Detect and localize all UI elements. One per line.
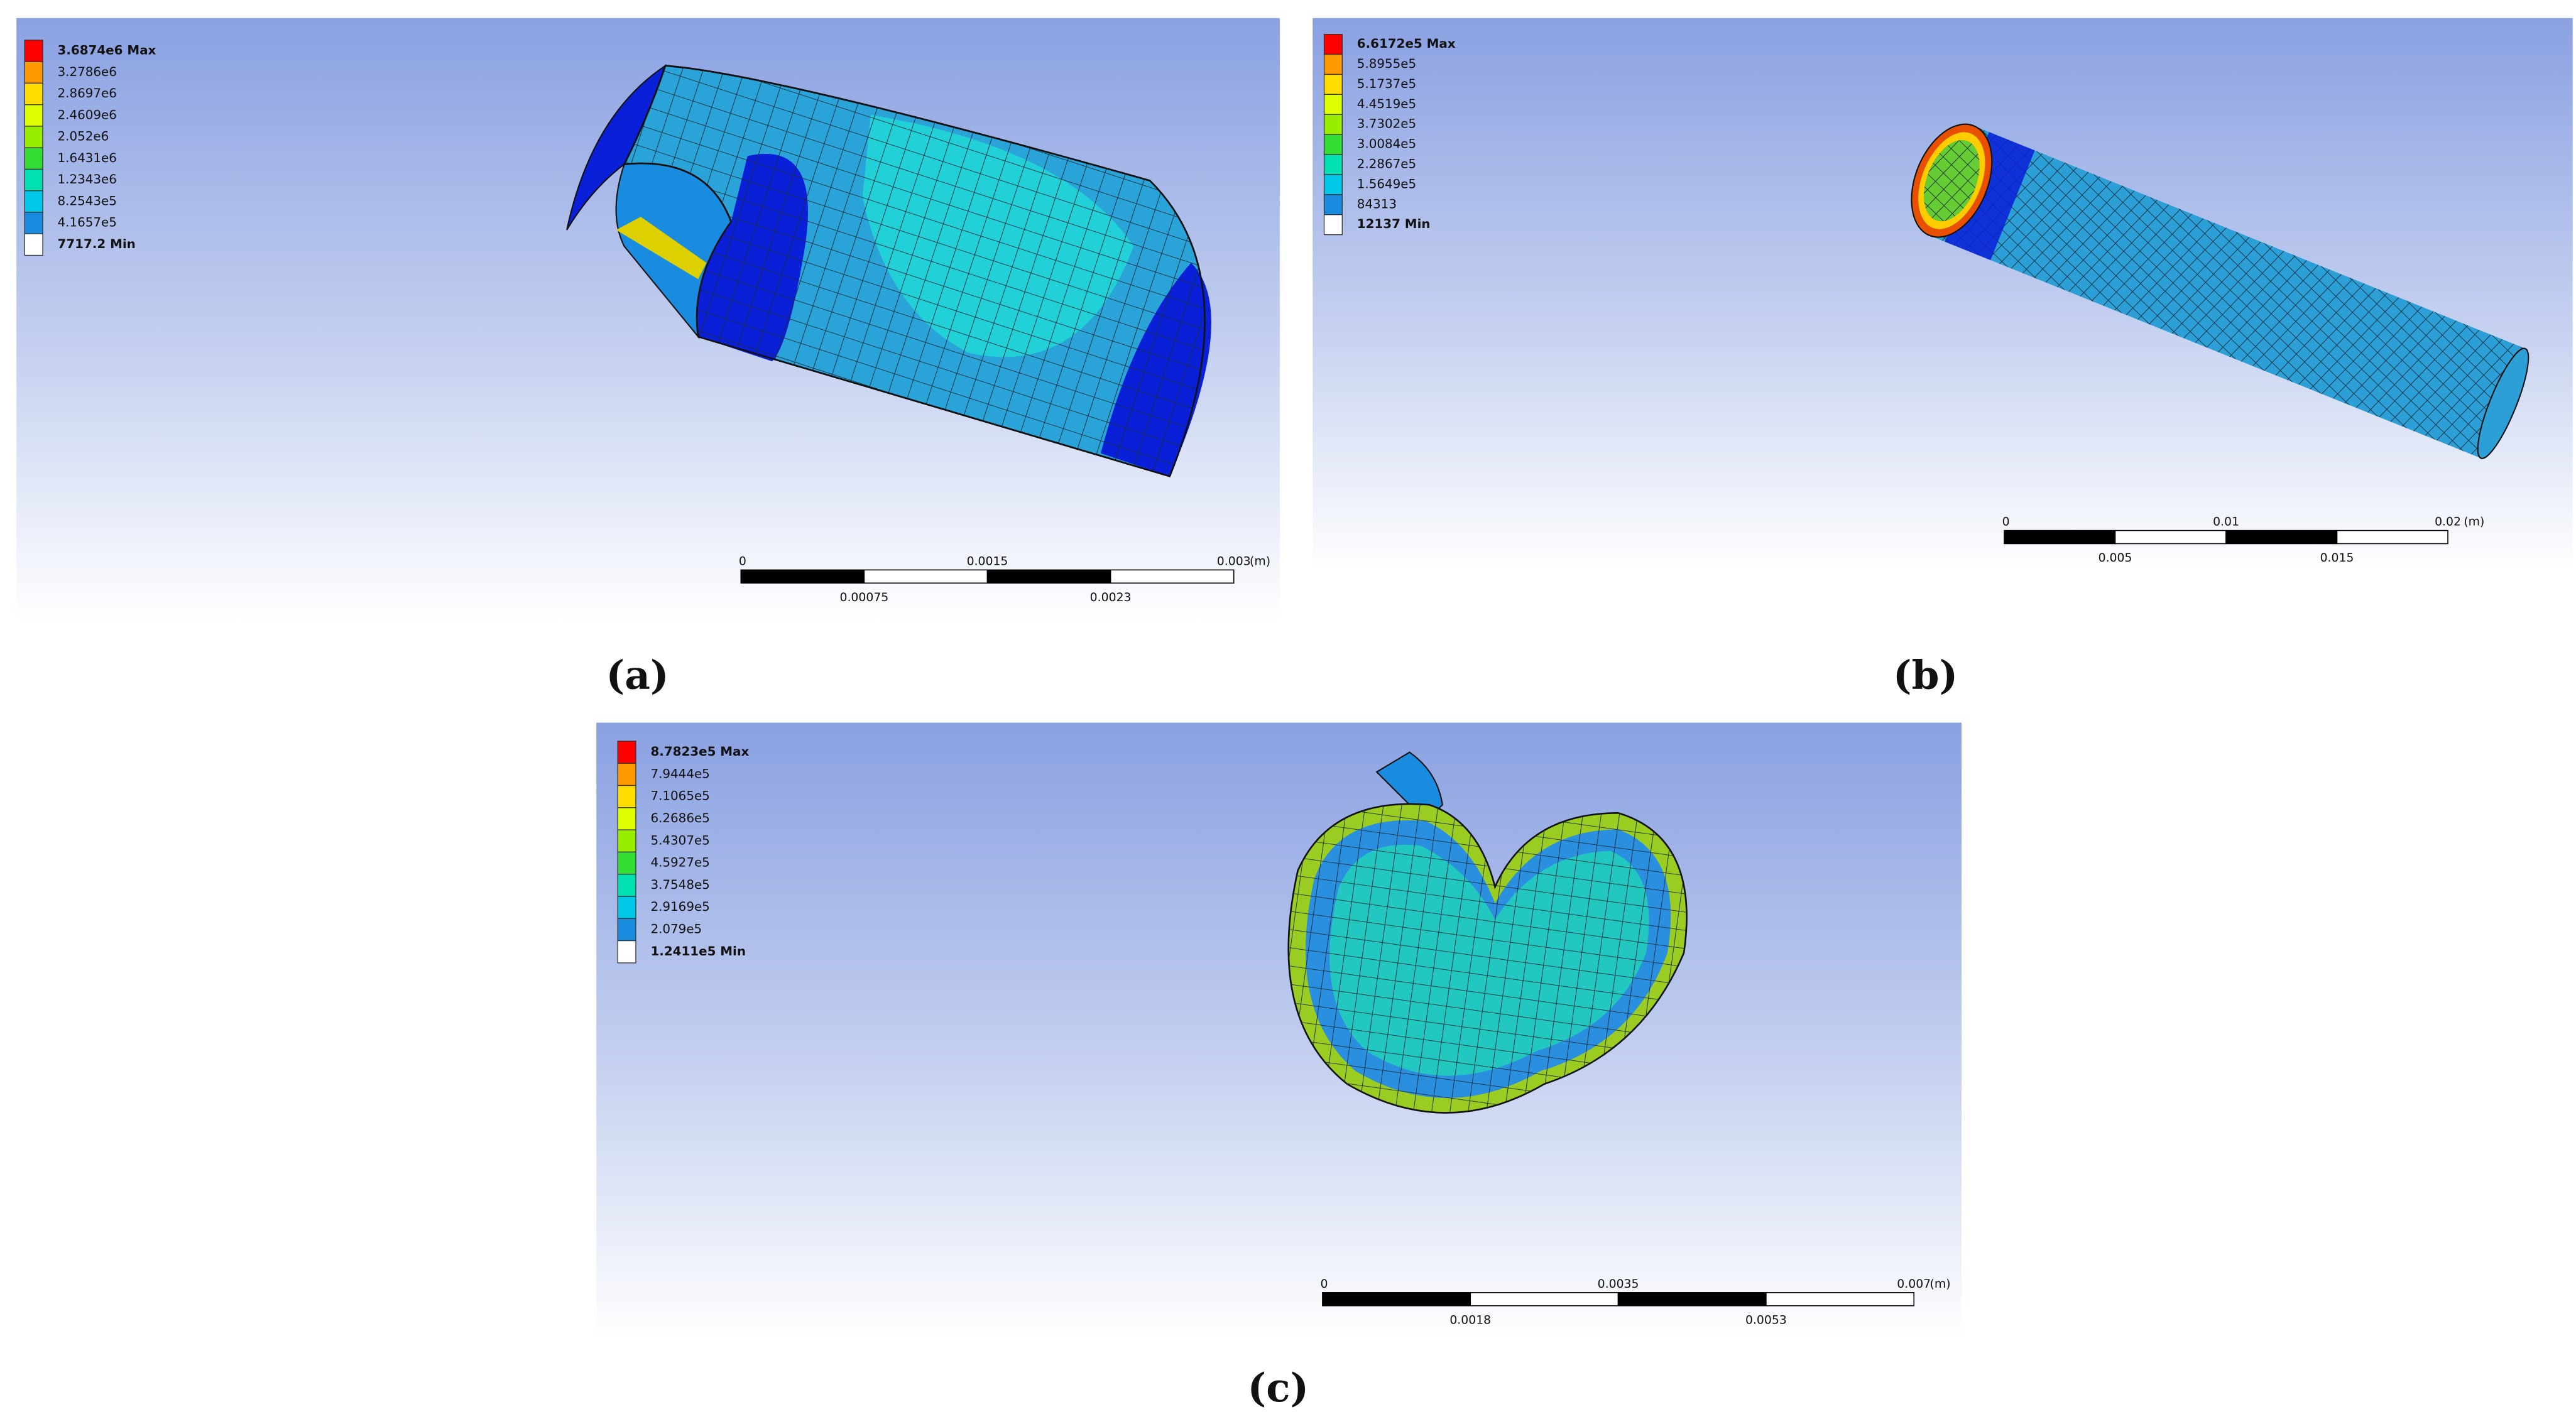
legend-label: 2.4609e6 <box>58 107 117 122</box>
scale-bar-segment <box>2225 530 2338 545</box>
legend-swatch <box>617 896 636 919</box>
scale-bar-unit: (m) <box>2464 516 2484 529</box>
legend-label: 5.4307e5 <box>650 833 709 847</box>
legend-label: 7717.2 Min <box>58 237 136 251</box>
legend-swatch <box>617 807 636 830</box>
legend-swatch <box>617 918 636 942</box>
scale-bar-segment <box>1470 1292 1619 1307</box>
legend-label: 5.1737e5 <box>1357 77 1416 91</box>
legend-swatch <box>617 851 636 875</box>
panel-label: (b) <box>1893 651 1958 698</box>
legend-swatch <box>617 785 636 808</box>
legend-swatch <box>24 104 43 127</box>
legend-label: 3.0084e5 <box>1357 137 1416 151</box>
legend-swatch <box>617 829 636 853</box>
legend-label: 2.9169e5 <box>650 900 709 914</box>
model-a <box>566 64 1211 477</box>
legend-swatch <box>1323 154 1343 175</box>
panel-label: (a) <box>606 651 669 698</box>
scale-bar-label: 0.00075 <box>839 591 888 604</box>
legend-swatch <box>617 940 636 964</box>
legend-swatch <box>617 763 636 786</box>
scale-bar-segment <box>1322 1292 1471 1307</box>
scale-bar-segment <box>1766 1292 1915 1307</box>
scale-bar-segment <box>863 569 988 584</box>
scale-bar-segment <box>1617 1292 1767 1307</box>
legend-label: 3.7302e5 <box>1357 117 1416 131</box>
legend-label: 3.2786e6 <box>58 65 117 79</box>
scale-bar-unit: (m) <box>1250 555 1270 568</box>
scale-bar-segment <box>1110 569 1235 584</box>
legend-swatch <box>1323 114 1343 135</box>
legend-label: 5.8955e5 <box>1357 57 1416 71</box>
legend-swatch <box>24 233 43 256</box>
legend-label: 2.052e6 <box>58 129 109 144</box>
model-c <box>1287 751 1688 1114</box>
scale-bar-label: 0.02 <box>2435 516 2461 529</box>
legend-label: 1.2343e6 <box>58 172 117 187</box>
scale-bar-label: 0 <box>1321 1278 1328 1291</box>
legend-label: 2.2867e5 <box>1357 156 1416 171</box>
legend-label: 6.6172e5 Max <box>1357 36 1456 51</box>
legend-label: 8.7823e5 Max <box>650 744 749 759</box>
scale-bar-label: 0.0053 <box>1745 1313 1787 1327</box>
legend-label: 1.2411e5 Min <box>650 944 746 959</box>
legend-label: 3.6874e6 Max <box>58 43 156 58</box>
legend-label: 6.2686e5 <box>650 811 709 825</box>
scale-bar-label: 0.003 <box>1217 555 1251 568</box>
legend-swatch <box>1323 73 1343 95</box>
legend-label: 4.5927e5 <box>650 856 709 870</box>
scale-bar-label: 0.007 <box>1897 1278 1931 1291</box>
scale-bar-label: 0.015 <box>2320 552 2354 565</box>
legend-label: 2.079e5 <box>650 921 702 936</box>
legend-swatch <box>1323 53 1343 75</box>
scale-bar-segment <box>2004 530 2116 545</box>
scale-bar-segment <box>740 569 865 584</box>
legend-label: 1.5649e5 <box>1357 177 1416 191</box>
legend-label: 8.2543e5 <box>58 193 117 208</box>
scale-bar-unit: (m) <box>1930 1278 1951 1291</box>
scale-bar-label: 0.0023 <box>1090 591 1132 604</box>
scale-bar-label: 0.01 <box>2213 516 2239 529</box>
legend-label: 12137 Min <box>1357 217 1431 231</box>
model-b <box>1911 123 2530 459</box>
legend-swatch <box>1323 194 1343 215</box>
legend-swatch <box>1323 174 1343 195</box>
scale-bar-segment <box>986 569 1111 584</box>
legend-swatch <box>24 61 43 84</box>
legend-label: 3.7548e5 <box>650 878 709 892</box>
scale-bar-label: 0 <box>739 555 746 568</box>
legend-label: 4.4519e5 <box>1357 97 1416 111</box>
legend-label: 4.1657e5 <box>58 215 117 230</box>
scale-bar-label: 0.005 <box>2098 552 2132 565</box>
scale-bar-label: 0.0035 <box>1598 1278 1639 1291</box>
legend-swatch <box>24 190 43 213</box>
legend-swatch <box>24 168 43 192</box>
viewport-c <box>596 722 1962 1339</box>
legend-swatch <box>1323 134 1343 155</box>
legend-swatch <box>617 874 636 897</box>
legend-swatch <box>24 40 43 62</box>
scale-bar-label: 0 <box>2002 516 2010 529</box>
legend-swatch <box>24 82 43 106</box>
scale-bar-label: 0.0015 <box>967 555 1008 568</box>
legend-swatch <box>1323 94 1343 115</box>
legend-label: 7.1065e5 <box>650 789 709 803</box>
legend-swatch <box>24 212 43 234</box>
legend-label: 1.6431e6 <box>58 151 117 165</box>
scale-bar-label: 0.0018 <box>1449 1313 1491 1327</box>
scale-bar-segment <box>2114 530 2227 545</box>
legend-swatch <box>1323 33 1343 55</box>
legend-label: 7.9444e5 <box>650 766 709 781</box>
legend-swatch <box>617 741 636 764</box>
legend-label: 84313 <box>1357 197 1397 211</box>
legend-label: 2.8697e6 <box>58 86 117 101</box>
panel-label: (c) <box>1248 1364 1309 1411</box>
scale-bar-segment <box>2336 530 2448 545</box>
legend-swatch <box>1323 214 1343 236</box>
legend-swatch <box>24 126 43 148</box>
legend-swatch <box>24 147 43 170</box>
